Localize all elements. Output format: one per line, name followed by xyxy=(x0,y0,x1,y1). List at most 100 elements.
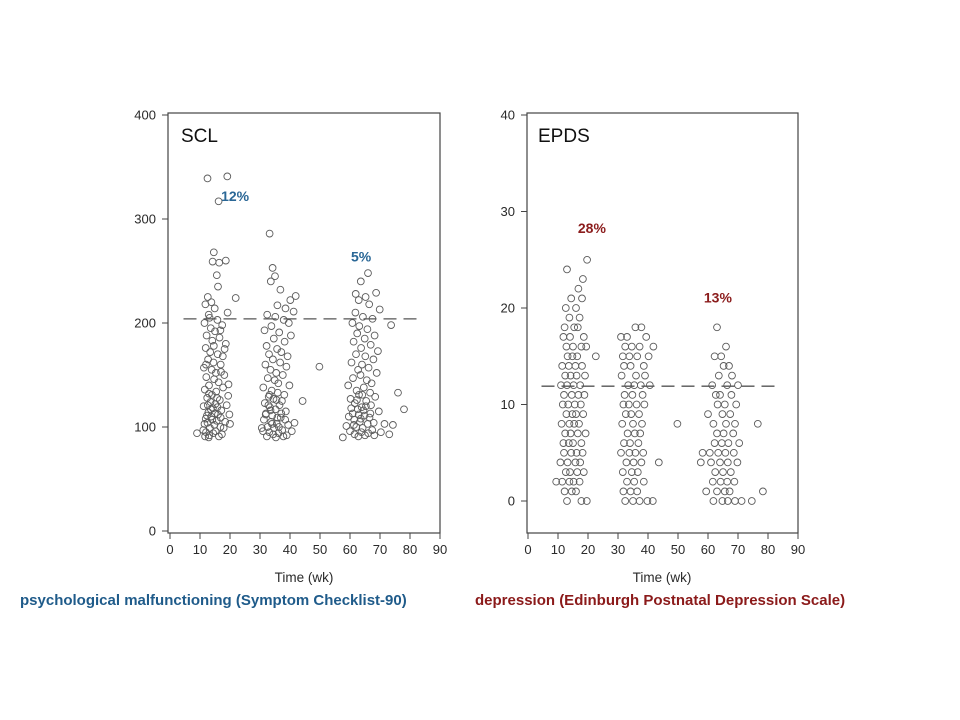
data-point xyxy=(211,327,219,336)
data-point xyxy=(289,307,298,316)
data-point xyxy=(387,321,395,329)
data-point xyxy=(375,305,384,314)
data-point xyxy=(623,429,632,438)
data-point xyxy=(338,433,347,442)
data-point xyxy=(577,439,586,447)
epds-chart: EPDS Time (wk) depression (Edinburgh Pos… xyxy=(475,108,845,610)
data-point xyxy=(578,294,586,303)
data-point xyxy=(639,477,648,486)
data-point xyxy=(617,333,625,341)
data-point xyxy=(377,428,385,437)
data-point xyxy=(257,424,266,432)
data-point xyxy=(622,458,631,467)
data-point xyxy=(214,378,223,387)
x-tick-label: 10 xyxy=(193,542,207,557)
data-point xyxy=(208,336,217,345)
data-point xyxy=(625,448,634,457)
data-point xyxy=(363,420,372,428)
data-point xyxy=(281,407,290,416)
data-point xyxy=(711,468,720,476)
data-point xyxy=(385,430,394,439)
data-point xyxy=(563,458,572,467)
data-point xyxy=(265,229,274,238)
data-point xyxy=(366,409,375,418)
data-point xyxy=(725,487,734,496)
data-point xyxy=(279,432,288,441)
data-point xyxy=(291,292,300,300)
x-tick-label: 80 xyxy=(761,542,775,557)
data-point xyxy=(719,362,728,370)
data-point xyxy=(725,362,733,370)
data-point xyxy=(213,394,221,402)
data-point xyxy=(559,333,568,341)
data-point xyxy=(572,448,581,457)
data-point xyxy=(282,431,291,440)
data-point xyxy=(231,294,240,302)
data-point xyxy=(347,404,356,413)
data-point xyxy=(583,255,591,264)
data-point xyxy=(707,458,715,467)
data-point xyxy=(731,497,739,505)
data-point xyxy=(265,350,273,359)
y-tick-label: 200 xyxy=(134,316,156,331)
data-point xyxy=(560,391,568,399)
data-point xyxy=(365,300,374,309)
data-point xyxy=(261,410,270,419)
data-point xyxy=(580,391,589,399)
data-point xyxy=(208,415,217,424)
data-point xyxy=(726,468,735,476)
data-point xyxy=(561,371,570,380)
data-point xyxy=(203,174,212,183)
data-point xyxy=(216,360,225,369)
data-point xyxy=(202,360,210,369)
data-point xyxy=(759,487,767,496)
data-point xyxy=(274,379,283,388)
data-point xyxy=(271,272,279,281)
data-point xyxy=(389,421,397,429)
data-point xyxy=(213,350,222,359)
data-point xyxy=(342,422,351,430)
data-point xyxy=(283,352,292,361)
data-point xyxy=(268,420,276,428)
data-point xyxy=(719,468,727,476)
data-point xyxy=(215,396,224,404)
data-point xyxy=(261,360,270,369)
data-point xyxy=(353,329,362,338)
data-point xyxy=(639,448,648,457)
data-point xyxy=(747,497,756,505)
x-tick-label: 40 xyxy=(641,542,655,557)
data-point xyxy=(350,430,359,439)
data-point xyxy=(348,319,357,327)
x-tick-label: 10 xyxy=(551,542,565,557)
data-point xyxy=(284,421,293,429)
x-tick-label: 0 xyxy=(166,542,173,557)
data-point xyxy=(582,497,591,505)
data-point xyxy=(576,381,585,390)
data-point xyxy=(400,405,408,414)
data-point xyxy=(708,477,717,486)
data-point xyxy=(356,417,364,426)
data-point xyxy=(572,371,581,380)
data-point xyxy=(714,371,723,380)
data-point xyxy=(215,333,224,342)
x-tick-label: 30 xyxy=(253,542,267,557)
data-point xyxy=(276,285,285,294)
x-axis-label: Time (wk) xyxy=(275,570,334,585)
data-point xyxy=(633,468,642,476)
data-point xyxy=(221,339,230,348)
data-point xyxy=(268,264,277,272)
data-point xyxy=(380,420,389,428)
data-point xyxy=(344,412,353,421)
data-point xyxy=(709,419,718,428)
data-point xyxy=(728,371,736,380)
data-point xyxy=(361,352,370,361)
data-point xyxy=(708,381,717,390)
data-point xyxy=(265,390,274,399)
data-point xyxy=(620,362,628,370)
data-point xyxy=(290,418,299,427)
data-point xyxy=(366,340,375,349)
data-point xyxy=(276,413,285,422)
data-point xyxy=(356,414,365,423)
data-point xyxy=(579,275,587,283)
data-point xyxy=(570,400,579,409)
